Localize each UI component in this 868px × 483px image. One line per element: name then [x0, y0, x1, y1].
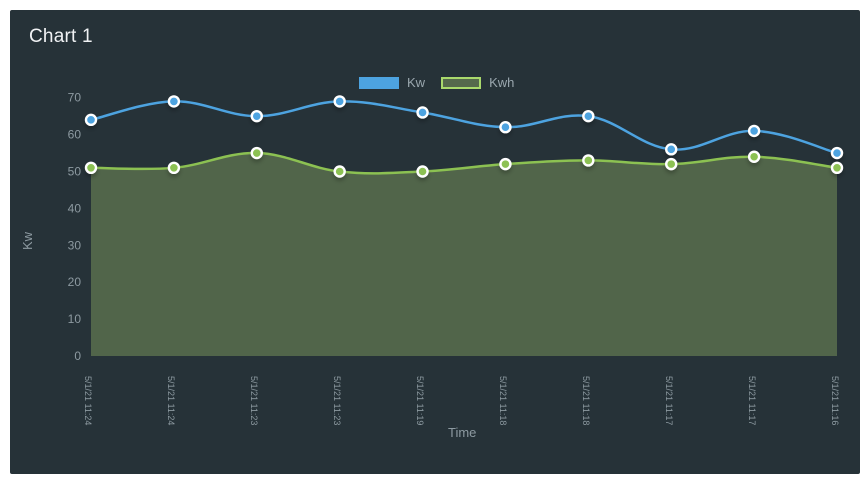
- svg-text:20: 20: [68, 275, 82, 289]
- svg-text:5/1/21 11:17: 5/1/21 11:17: [664, 376, 674, 425]
- svg-text:5/1/21 11:18: 5/1/21 11:18: [498, 376, 508, 425]
- svg-text:70: 70: [68, 91, 82, 105]
- svg-text:50: 50: [68, 165, 82, 179]
- svg-text:5/1/21 11:23: 5/1/21 11:23: [249, 376, 259, 425]
- svg-text:10: 10: [68, 312, 82, 326]
- svg-text:5/1/21 11:19: 5/1/21 11:19: [415, 376, 425, 425]
- svg-text:5/1/21 11:24: 5/1/21 11:24: [166, 376, 176, 425]
- svg-text:40: 40: [68, 201, 82, 215]
- svg-text:5/1/21 11:24: 5/1/21 11:24: [83, 376, 93, 425]
- svg-text:5/1/21 11:18: 5/1/21 11:18: [581, 376, 591, 425]
- svg-text:5/1/21 11:17: 5/1/21 11:17: [747, 376, 757, 425]
- svg-text:5/1/21 11:23: 5/1/21 11:23: [332, 376, 342, 425]
- svg-text:30: 30: [68, 238, 82, 252]
- svg-text:5/1/21 11:16: 5/1/21 11:16: [830, 376, 840, 425]
- svg-text:60: 60: [68, 128, 82, 142]
- svg-text:0: 0: [74, 349, 81, 363]
